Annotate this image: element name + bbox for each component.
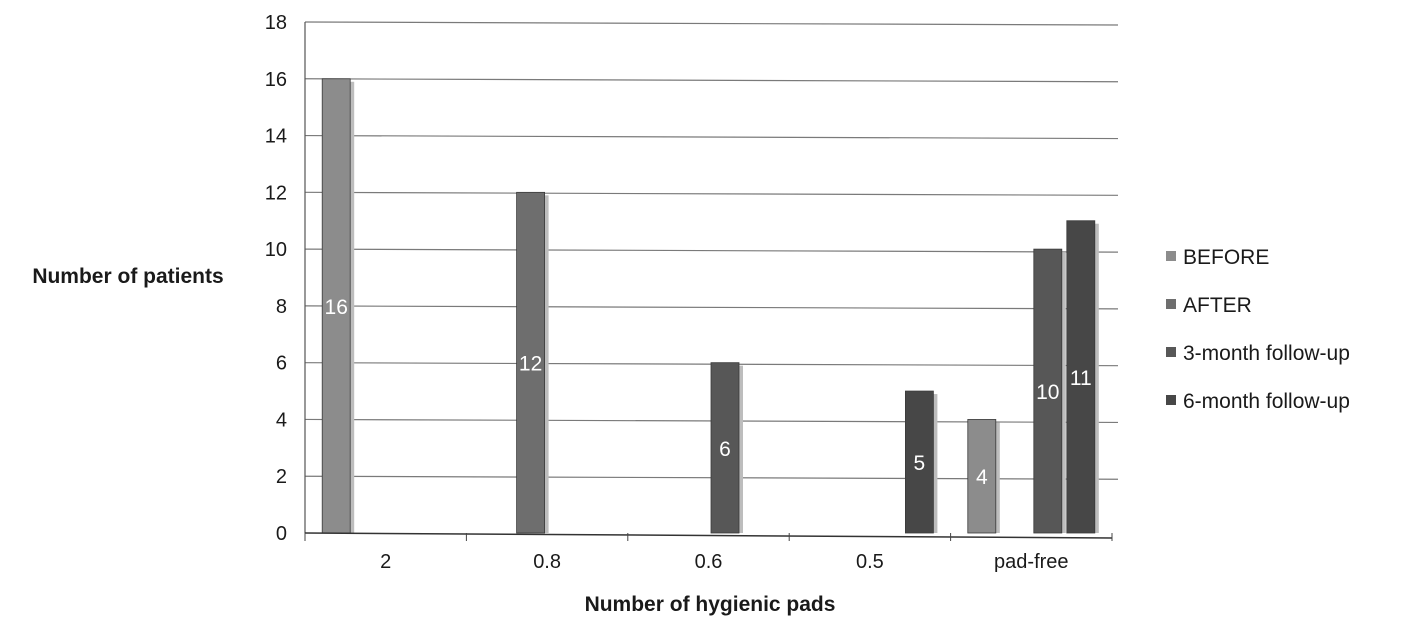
- y-tick-label: 18: [265, 12, 287, 34]
- gridline: [304, 305, 1119, 310]
- y-tick-label: 14: [265, 126, 287, 148]
- y-tick-label: 2: [276, 466, 287, 488]
- data-label: 11: [1070, 367, 1092, 390]
- y-tick-labels: 0 2 4 6 8 10 12 14 16 18: [265, 12, 287, 545]
- x-axis-line: [304, 532, 1113, 539]
- x-tick-labels: 2 0.8 0.6 0.5 pad-free: [380, 551, 1068, 573]
- x-tick-label: 2: [380, 551, 391, 573]
- data-label: 10: [1036, 381, 1059, 404]
- y-axis-title: Number of patients: [32, 265, 223, 288]
- axes: [304, 22, 1113, 541]
- bar: [905, 390, 934, 534]
- legend-label: 6-month follow-up: [1183, 390, 1350, 413]
- y-tick-label: 10: [265, 239, 287, 261]
- y-tick-label: 6: [276, 353, 287, 375]
- data-label: 12: [519, 353, 542, 376]
- x-tick-label: pad-free: [994, 551, 1069, 573]
- legend-swatch: [1166, 299, 1176, 309]
- legend-label: BEFORE: [1183, 246, 1269, 269]
- bar: [967, 419, 997, 534]
- bar: [1033, 248, 1063, 534]
- bar: [516, 191, 545, 534]
- bar: [321, 78, 351, 534]
- data-label: 5: [914, 452, 926, 475]
- y-tick-label: 16: [265, 69, 287, 91]
- y-tick-label: 12: [265, 182, 287, 204]
- legend-label: 3-month follow-up: [1183, 342, 1350, 365]
- gridline: [304, 134, 1119, 140]
- bar: [710, 362, 740, 534]
- bar: [1066, 220, 1096, 534]
- legend: BEFORE AFTER 3-month follow-up 6-month foll…: [1166, 246, 1350, 413]
- data-label: 16: [325, 296, 348, 319]
- x-tick-label: 0.5: [856, 551, 884, 573]
- legend-swatch: [1166, 395, 1176, 405]
- gridline: [304, 78, 1119, 83]
- data-label: 6: [719, 438, 731, 461]
- x-tick-label: 0.6: [695, 551, 723, 573]
- legend-label: AFTER: [1183, 294, 1252, 317]
- data-label: 4: [976, 466, 988, 489]
- bars: [321, 78, 1099, 534]
- y-tick-label: 0: [276, 523, 287, 545]
- gridline: [304, 191, 1119, 196]
- data-labels: 16 12 6 5 4 10 11: [325, 296, 1092, 489]
- legend-swatch: [1166, 251, 1176, 261]
- gridlines: [304, 21, 1119, 480]
- gridline: [304, 248, 1119, 253]
- legend-swatch: [1166, 347, 1176, 357]
- gridline: [304, 21, 1119, 26]
- x-axis-title: Number of hygienic pads: [585, 593, 836, 616]
- y-tick-label: 4: [276, 409, 287, 431]
- y-tick-label: 8: [276, 296, 287, 318]
- x-tick-label: 0.8: [533, 551, 561, 573]
